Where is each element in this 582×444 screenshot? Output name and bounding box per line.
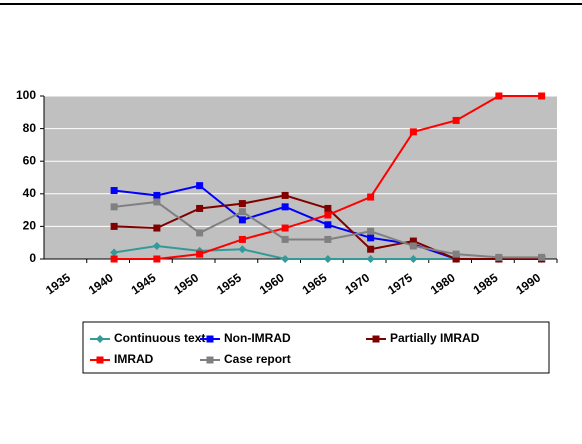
legend-label: Case report xyxy=(224,352,291,366)
legend-marker xyxy=(206,356,214,364)
data-point xyxy=(110,222,118,230)
data-point xyxy=(196,204,204,212)
data-point xyxy=(324,204,332,212)
data-point xyxy=(196,250,204,258)
data-point xyxy=(110,248,119,257)
legend-label: Non-IMRAD xyxy=(224,331,291,345)
data-point xyxy=(281,191,289,199)
data-point xyxy=(281,203,289,211)
data-point xyxy=(238,245,247,254)
data-point xyxy=(409,255,418,263)
legend-marker xyxy=(96,335,104,343)
y-tick-label: 20 xyxy=(23,219,37,233)
data-point xyxy=(153,191,161,199)
data-point xyxy=(281,235,289,243)
data-point xyxy=(367,193,375,201)
data-point xyxy=(110,187,118,195)
legend-label: Partially IMRAD xyxy=(390,331,480,345)
data-point xyxy=(367,227,375,235)
data-point xyxy=(324,235,332,243)
data-point xyxy=(238,235,246,243)
data-point xyxy=(281,255,290,263)
legend-marker xyxy=(96,356,104,364)
data-point xyxy=(196,182,204,190)
data-point xyxy=(196,229,204,237)
data-point xyxy=(538,92,546,100)
data-point xyxy=(238,216,246,224)
data-point xyxy=(538,253,546,261)
legend-marker xyxy=(372,335,380,343)
data-point xyxy=(324,211,332,219)
data-point xyxy=(281,224,289,232)
y-tick-label: 60 xyxy=(23,153,37,167)
data-point xyxy=(367,234,375,242)
data-point xyxy=(367,245,375,253)
legend-label: IMRAD xyxy=(114,352,154,366)
y-tick-label: 0 xyxy=(29,251,36,265)
data-point xyxy=(409,237,417,245)
data-point xyxy=(110,255,118,263)
data-point xyxy=(409,128,417,136)
data-point xyxy=(452,116,460,124)
data-point xyxy=(323,255,332,263)
legend xyxy=(82,321,550,374)
plot-area xyxy=(44,96,557,259)
data-point xyxy=(324,221,332,229)
data-point xyxy=(238,208,246,216)
data-point xyxy=(153,224,161,232)
data-point xyxy=(153,255,161,263)
data-point xyxy=(152,241,161,250)
y-tick-label: 100 xyxy=(16,88,36,102)
data-point xyxy=(495,253,503,261)
data-point xyxy=(153,198,161,206)
data-point xyxy=(238,200,246,208)
data-point xyxy=(452,250,460,258)
data-point xyxy=(452,255,460,263)
y-tick-label: 40 xyxy=(23,186,37,200)
data-point xyxy=(110,203,118,211)
data-point xyxy=(366,255,375,263)
data-point xyxy=(495,92,503,100)
legend-marker xyxy=(206,335,214,343)
legend-label: Continuous text xyxy=(114,331,205,345)
y-tick-label: 80 xyxy=(23,121,37,135)
data-point xyxy=(409,242,417,250)
